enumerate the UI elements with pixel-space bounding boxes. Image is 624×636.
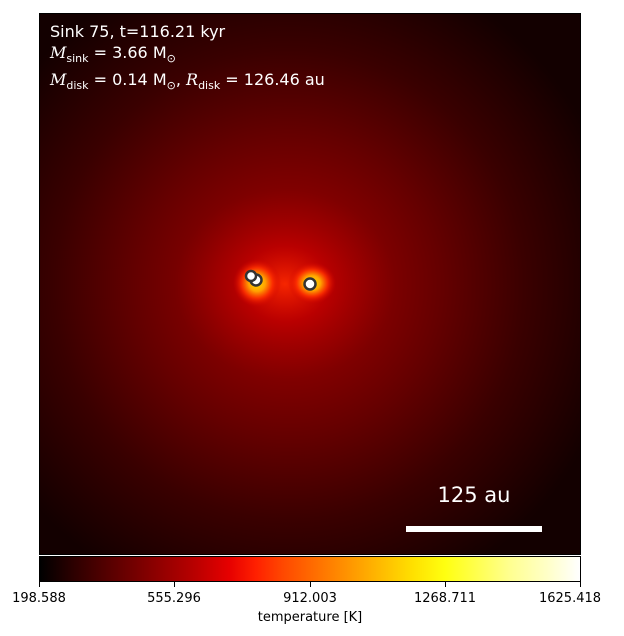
mdisk-unit-subscript: ⊙ <box>166 79 176 93</box>
mdisk-value: = 0.14 M <box>88 70 167 90</box>
mdisk-subscript: disk <box>66 79 89 93</box>
msink-unit-subscript: ⊙ <box>166 52 176 66</box>
colorbar-tick-label: 1625.418 <box>538 591 602 606</box>
rdisk-separator: , <box>175 70 187 90</box>
colorbar-tick-label: 1268.711 <box>413 591 477 606</box>
sink-mass-line: Msink = 3.66 M⊙ <box>50 42 325 69</box>
colorbar-tick-label: 555.296 <box>147 591 201 606</box>
colorbar-label: temperature [K] <box>257 610 363 625</box>
rdisk-value: = 126.46 au <box>220 70 325 90</box>
scale-bar-label: 125 au <box>437 483 511 507</box>
warm-region <box>175 189 395 379</box>
msink-subscript: sink <box>66 52 89 66</box>
temperature-map: Sink 75, t=116.21 kyr Msink = 3.66 M⊙ Md… <box>39 13 581 555</box>
scale-bar <box>406 526 542 532</box>
sink-marker <box>244 269 258 283</box>
colorbar-tick <box>310 582 311 587</box>
colorbar-tick <box>580 582 581 587</box>
mdisk-symbol: M <box>50 70 67 90</box>
temperature-image <box>40 14 580 554</box>
colorbar-tick <box>445 582 446 587</box>
msink-value: = 3.66 M <box>88 43 167 62</box>
sink-id-line: Sink 75, t=116.21 kyr <box>50 22 226 41</box>
colorbar <box>39 556 581 582</box>
colorbar-tick <box>39 582 40 587</box>
rdisk-subscript: disk <box>198 79 221 93</box>
colorbar-tick-label: 198.588 <box>12 591 66 606</box>
sink-info: Sink 75, t=116.21 kyr Msink = 3.66 M⊙ Md… <box>50 21 325 96</box>
colorbar-tick-label: 912.003 <box>283 591 337 606</box>
disk-line: Mdisk = 0.14 M⊙, Rdisk = 126.46 au <box>50 69 325 96</box>
colorbar-tick <box>174 582 175 587</box>
msink-symbol: M <box>50 43 67 62</box>
sink-marker <box>303 277 317 291</box>
rdisk-symbol: R <box>186 70 199 90</box>
